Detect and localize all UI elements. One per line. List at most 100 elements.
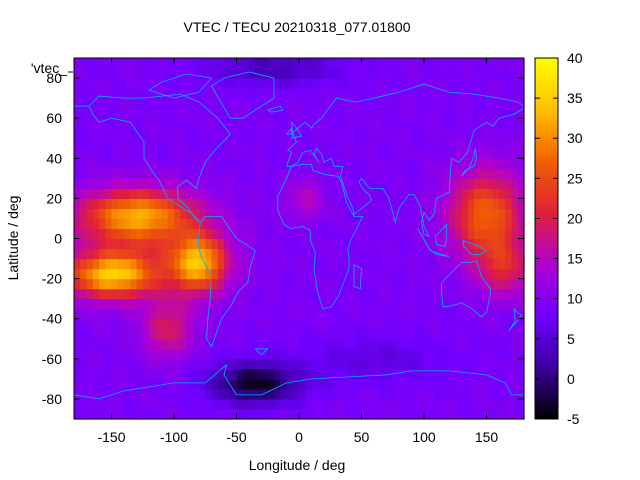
heatmap-cell [249,238,256,250]
heatmap-cell [111,408,119,420]
heatmap-cell [374,278,381,290]
heatmap-cell [399,388,406,400]
heatmap-cell [499,128,506,139]
heatmap-cell [211,258,219,270]
heatmap-cell [161,288,169,300]
heatmap-cell [92,298,100,310]
heatmap-cell [267,238,275,250]
heatmap-cell [274,388,281,400]
heatmap-cell [517,128,525,139]
heatmap-cell [486,208,494,220]
heatmap-cell [480,318,488,330]
heatmap-cell [117,368,125,380]
heatmap-cell [124,188,131,199]
heatmap-cell [361,78,369,89]
heatmap-cell [167,248,175,260]
heatmap-cell [411,188,419,199]
heatmap-cell [336,68,344,79]
heatmap-cell [205,188,213,199]
heatmap-cell [405,388,413,400]
heatmap-cell [149,338,156,350]
heatmap-cell [74,328,81,340]
heatmap-cell [392,368,400,380]
heatmap-cell [505,78,513,89]
heatmap-cell [142,378,150,390]
heatmap-cell [224,68,231,79]
heatmap-cell [267,328,275,340]
heatmap-cell [174,158,181,169]
heatmap-cell [105,388,113,400]
heatmap-cell [455,98,463,109]
heatmap-cell [205,278,213,290]
heatmap-cell [242,318,250,330]
heatmap-cell [355,398,363,410]
heatmap-cell [486,58,494,69]
heatmap-cell [180,178,188,189]
heatmap-cell [167,98,175,109]
heatmap-cell [336,138,344,149]
heatmap-cell [492,248,500,260]
heatmap-cell [311,288,319,300]
heatmap-cell [417,168,425,179]
heatmap-cell [130,238,138,250]
heatmap-cell [186,148,194,159]
heatmap-cell [111,378,119,390]
heatmap-cell [361,238,369,250]
heatmap-cell [305,378,313,390]
heatmap-cell [199,388,206,400]
heatmap-cell [367,118,375,129]
heatmap-cell [124,308,131,320]
heatmap-cell [342,288,350,300]
heatmap-cell [217,328,225,340]
heatmap-cell [149,318,156,330]
heatmap-cell [255,278,263,290]
heatmap-cell [505,328,513,340]
heatmap-cell [180,298,188,310]
heatmap-cell [492,338,500,350]
heatmap-cell [249,218,256,230]
heatmap-cell [499,358,506,370]
heatmap-cell [249,148,256,159]
heatmap-cell [492,308,500,320]
heatmap-cell [174,138,181,149]
heatmap-cell [80,148,88,159]
heatmap-cell [511,298,519,310]
heatmap-cell [117,68,125,79]
heatmap-cell [267,278,275,290]
heatmap-cell [80,288,88,300]
heatmap-cell [511,188,519,199]
heatmap-cell [361,188,369,199]
heatmap-cell [411,128,419,139]
coastline-path [508,308,523,332]
heatmap-cell [367,58,375,69]
heatmap-cell [292,68,300,79]
heatmap-cell [505,158,513,169]
heatmap-cell [386,328,394,340]
heatmap-cell [161,78,169,89]
heatmap-cell [417,198,425,210]
heatmap-cell [311,368,319,380]
heatmap-cell [255,148,263,159]
heatmap-cell [455,268,463,280]
heatmap-cell [161,328,169,340]
heatmap-cell [455,168,463,179]
heatmap-cell [480,398,488,410]
heatmap-cell [324,158,331,169]
heatmap-cell [430,348,438,360]
heatmap-cell [511,248,519,260]
heatmap-cell [374,238,381,250]
heatmap-cell [142,338,150,350]
heatmap-cell [167,138,175,149]
heatmap-cell [224,288,231,300]
heatmap-cell [405,328,413,340]
heatmap-cell [292,288,300,300]
heatmap-cell [386,348,394,360]
heatmap-cell [355,108,363,119]
heatmap-cell [99,348,106,360]
heatmap-cell [461,158,469,169]
heatmap-cell [461,378,469,390]
heatmap-cell [442,178,450,189]
heatmap-cell [99,148,106,159]
heatmap-cell [511,178,519,189]
